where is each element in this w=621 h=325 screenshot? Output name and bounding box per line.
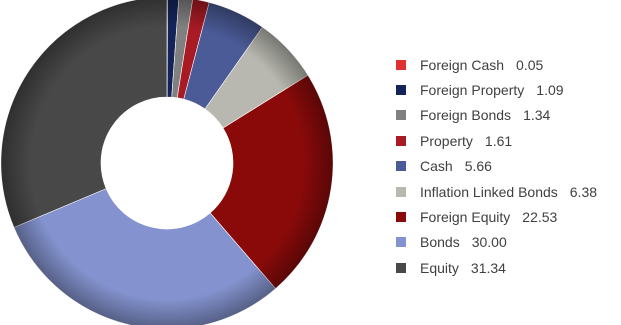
legend-label: Foreign Equity — [420, 209, 511, 226]
legend-value: 22.53 — [522, 209, 558, 226]
legend-item: Foreign Property 1.09 — [396, 77, 597, 102]
legend-value: 5.66 — [464, 158, 492, 175]
legend-item: Bonds 30.00 — [396, 230, 597, 255]
legend-label: Foreign Cash — [420, 56, 505, 73]
legend-item: Foreign Equity 22.53 — [396, 204, 597, 229]
legend-swatch — [396, 237, 406, 248]
donut-plot — [0, 0, 334, 325]
legend-label: Equity — [420, 259, 459, 276]
legend: Foreign Cash 0.05 Foreign Property 1.09 Fore… — [396, 52, 597, 281]
legend-swatch — [396, 85, 406, 96]
legend-item: Cash 5.66 — [396, 154, 597, 179]
legend-swatch — [396, 59, 406, 70]
legend-swatch — [396, 110, 406, 121]
legend-value: 1.34 — [523, 107, 551, 124]
legend-value: 1.09 — [536, 82, 564, 99]
legend-value: 30.00 — [471, 234, 507, 251]
legend-swatch — [396, 262, 406, 273]
legend-swatch — [396, 135, 406, 146]
legend-label: Property — [420, 132, 473, 149]
legend-item: Equity 31.34 — [396, 255, 597, 280]
legend-item: Inflation Linked Bonds 6.38 — [396, 179, 597, 204]
legend-item: Property 1.61 — [396, 128, 597, 153]
legend-value: 0.05 — [516, 56, 544, 73]
legend-item: Foreign Bonds 1.34 — [396, 103, 597, 128]
legend-swatch — [396, 212, 406, 223]
legend-label: Inflation Linked Bonds — [420, 183, 558, 200]
legend-swatch — [396, 186, 406, 197]
legend-item: Foreign Cash 0.05 — [396, 52, 597, 77]
legend-label: Cash — [420, 158, 453, 175]
legend-label: Bonds — [420, 234, 460, 251]
legend-label: Foreign Bonds — [420, 107, 512, 124]
legend-value: 6.38 — [569, 183, 598, 200]
donut-hole — [101, 97, 233, 229]
legend-swatch — [396, 161, 406, 172]
legend-value: 31.34 — [470, 259, 506, 276]
legend-label: Foreign Property — [420, 82, 525, 99]
legend-value: 1.61 — [484, 132, 513, 149]
